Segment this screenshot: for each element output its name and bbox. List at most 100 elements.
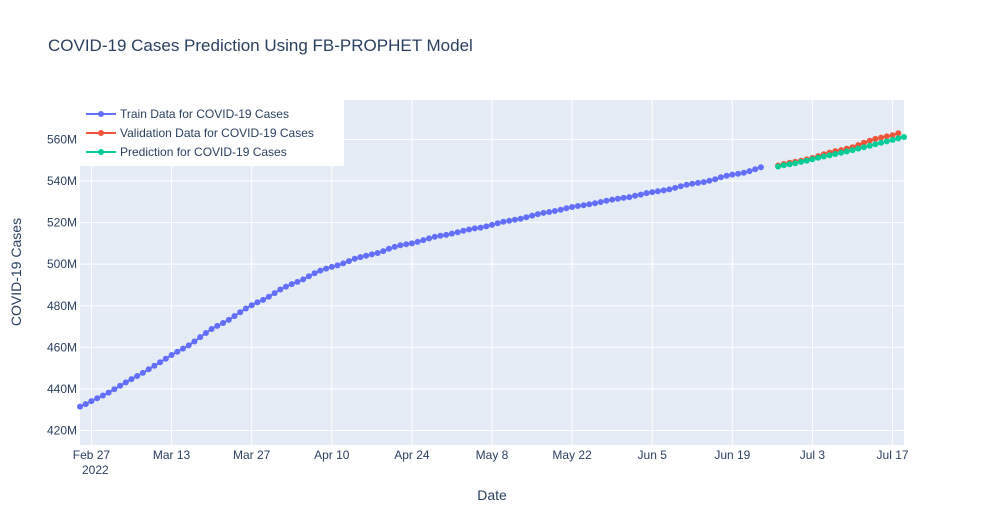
data-point	[265, 293, 272, 300]
data-point	[809, 156, 816, 163]
data-point	[220, 320, 227, 326]
data-point	[208, 326, 215, 332]
y-axis-title: COVID-19 Cases	[8, 218, 24, 326]
data-point	[168, 352, 175, 358]
data-point	[866, 137, 873, 144]
data-point	[614, 195, 621, 202]
data-point	[357, 254, 364, 261]
y-axis-ticks: 420M 440M 460M 480M 500M 520M 540M 560M	[47, 132, 77, 437]
data-point	[666, 186, 673, 193]
data-point	[494, 220, 501, 227]
data-point	[649, 189, 656, 196]
data-point	[271, 290, 278, 297]
data-point	[489, 221, 495, 228]
x-tick-label: May 8	[476, 448, 509, 462]
data-point	[843, 148, 850, 155]
data-point	[157, 359, 164, 366]
data-point	[878, 134, 885, 141]
data-point	[683, 181, 690, 188]
data-point	[323, 265, 330, 272]
x-tick-label: Apr 10	[314, 448, 350, 462]
data-point	[82, 401, 89, 408]
data-point	[798, 158, 804, 165]
data-point	[597, 199, 604, 205]
data-point	[368, 251, 375, 258]
data-point	[586, 201, 593, 208]
data-point	[580, 202, 587, 209]
data-point	[695, 179, 701, 186]
data-point	[111, 386, 118, 393]
data-point	[151, 362, 158, 369]
data-point	[883, 138, 890, 145]
y-tick-label: 560M	[47, 132, 77, 146]
legend-marker-swatch	[98, 111, 104, 117]
data-point	[443, 231, 450, 238]
data-point	[128, 376, 135, 383]
data-point	[162, 355, 169, 362]
legend-label: Prediction for COVID-19 Cases	[120, 145, 287, 159]
data-point	[517, 215, 524, 222]
data-point	[214, 322, 221, 329]
x-tick-label: Mar 13	[153, 448, 191, 462]
data-point	[431, 233, 438, 240]
data-point	[849, 147, 856, 154]
data-point	[202, 330, 209, 336]
x-tick-label: May 22	[552, 448, 592, 462]
data-point	[386, 245, 392, 252]
data-point	[99, 392, 106, 399]
legend-item[interactable]: Validation Data for COVID-19 Cases	[86, 126, 314, 140]
chart-title: COVID-19 Cases Prediction Using FB-PROPH…	[48, 36, 473, 55]
data-point	[420, 237, 427, 244]
data-point	[294, 278, 301, 285]
data-point	[122, 379, 129, 386]
legend-label: Train Data for COVID-19 Cases	[120, 107, 289, 121]
data-point	[242, 305, 249, 312]
data-point	[689, 180, 696, 187]
data-point	[729, 171, 736, 178]
data-point	[603, 197, 610, 204]
data-point	[414, 238, 421, 245]
data-point	[803, 157, 810, 164]
data-point	[506, 217, 513, 224]
data-point	[866, 142, 873, 149]
data-point	[466, 226, 473, 233]
data-point	[792, 160, 799, 167]
series-layer	[77, 130, 907, 410]
y-tick-label: 460M	[47, 340, 77, 354]
data-point	[706, 177, 713, 184]
data-point	[311, 270, 318, 277]
legend-item[interactable]: Prediction for COVID-19 Cases	[86, 145, 287, 159]
data-point	[826, 152, 833, 159]
y-tick-label: 420M	[47, 423, 77, 437]
data-point	[626, 194, 633, 201]
data-point	[746, 168, 753, 175]
data-point	[317, 267, 324, 274]
data-point	[117, 382, 124, 389]
x-axis-ticks: Feb 27 Mar 13 Mar 27 Apr 10 Apr 24 May 8 May 2…	[73, 448, 909, 462]
data-point	[391, 243, 398, 250]
x-tick-label: Mar 27	[233, 448, 271, 462]
data-point	[889, 136, 896, 143]
data-point	[609, 196, 616, 203]
x-tick-label: Feb 27	[73, 448, 111, 462]
data-point	[872, 135, 879, 142]
data-point	[677, 183, 684, 190]
data-point	[534, 211, 541, 218]
data-point	[277, 286, 284, 293]
data-point	[872, 141, 879, 148]
series-3	[775, 134, 907, 170]
data-point	[878, 139, 885, 146]
legend-item[interactable]: Train Data for COVID-19 Cases	[86, 107, 289, 121]
data-point	[540, 209, 547, 216]
data-point	[260, 296, 267, 303]
data-point	[712, 176, 719, 183]
data-point	[717, 174, 724, 181]
data-point	[237, 309, 244, 316]
data-point	[780, 162, 787, 169]
data-point	[403, 241, 410, 248]
y-tick-label: 480M	[47, 299, 77, 313]
y-tick-label: 500M	[47, 257, 77, 271]
data-point	[654, 188, 661, 195]
data-point	[345, 258, 352, 265]
data-point	[225, 316, 232, 323]
